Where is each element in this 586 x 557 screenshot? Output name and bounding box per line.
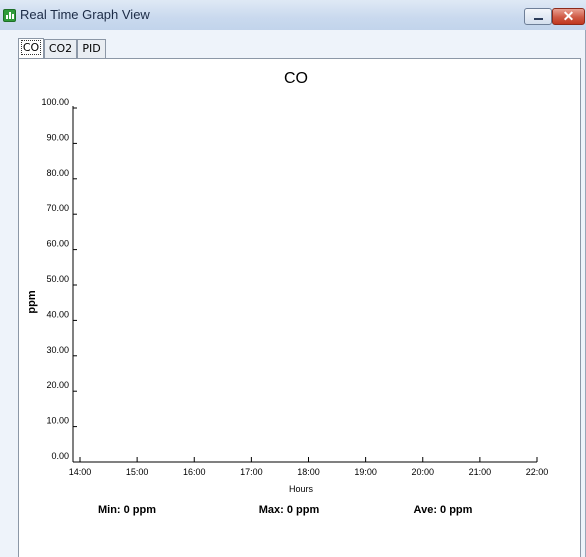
y-tick-label: 90.00	[46, 132, 69, 142]
y-tick-label: 100.00	[41, 97, 69, 107]
x-tick-label: 17:00	[240, 467, 263, 477]
title-bar[interactable]: Real Time Graph View ✕	[0, 0, 586, 30]
x-tick-label: 22:00	[526, 467, 549, 477]
stat-min: Min: 0 ppm	[98, 504, 156, 516]
x-tick-label: 19:00	[354, 467, 377, 477]
tab-co2[interactable]: CO2	[44, 39, 77, 58]
x-tick-label: 20:00	[411, 467, 434, 477]
chart-title: CO	[284, 70, 308, 87]
y-tick-label: 30.00	[46, 345, 69, 355]
y-tick-label: 40.00	[46, 309, 69, 319]
x-tick-label: 15:00	[126, 467, 149, 477]
y-tick-label: 50.00	[46, 274, 69, 284]
x-axis-label: Hours	[289, 484, 314, 494]
y-axis-label: ppm	[26, 290, 38, 313]
y-tick-label: 70.00	[46, 203, 69, 213]
stat-ave: Ave: 0 ppm	[414, 504, 473, 516]
y-tick-label: 20.00	[46, 380, 69, 390]
x-tick-label: 16:00	[183, 467, 206, 477]
bar-chart-icon	[3, 9, 16, 22]
y-tick-label: 80.00	[46, 168, 69, 178]
close-icon: ✕	[562, 8, 575, 24]
y-tick-label: 10.00	[46, 416, 69, 426]
y-axis: 0.00 10.00 20.00 30.00 40.00 50.00 60.00 70.00 8…	[41, 97, 77, 463]
x-tick-label: 21:00	[469, 467, 492, 477]
close-button[interactable]: ✕	[552, 8, 585, 25]
tab-co[interactable]: CO	[18, 38, 44, 58]
graph-pane	[18, 58, 581, 557]
x-axis: 14:00 15:00 16:00 17:00 18:00 19:00 20:00 21:00…	[69, 457, 549, 477]
y-tick-label: 60.00	[46, 239, 69, 249]
tab-pid-label: PID	[82, 42, 101, 55]
tab-pid[interactable]: PID	[77, 39, 106, 58]
tab-co2-label: CO2	[48, 42, 73, 55]
y-tick-label: 0.00	[51, 451, 69, 461]
x-tick-label: 14:00	[69, 467, 92, 477]
stat-max: Max: 0 ppm	[259, 504, 320, 516]
tab-co-label: CO	[20, 40, 42, 55]
window-title: Real Time Graph View	[20, 7, 150, 22]
x-tick-label: 18:00	[297, 467, 320, 477]
minimize-button[interactable]	[524, 8, 552, 25]
